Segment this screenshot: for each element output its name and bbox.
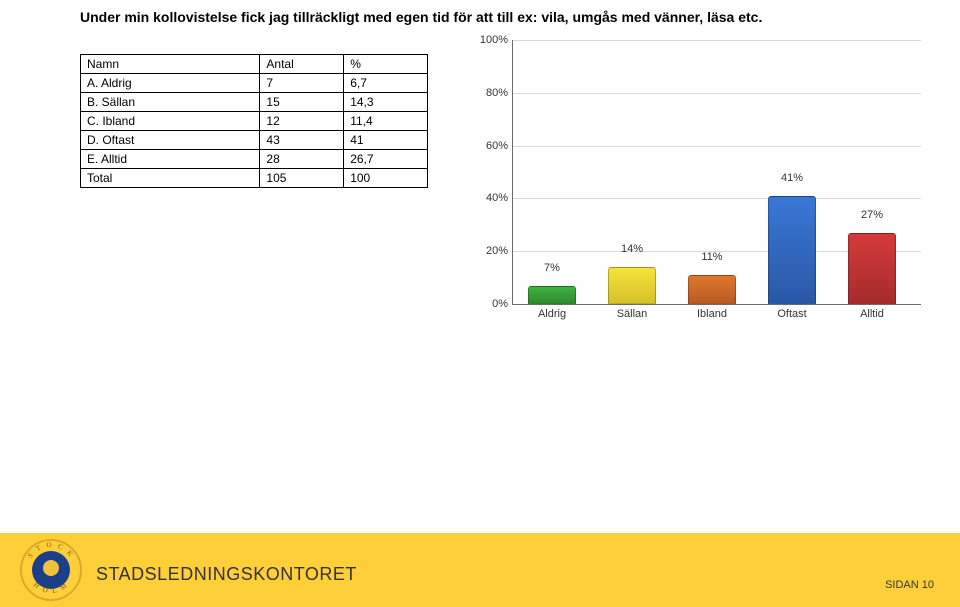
bar-chart: 7% 14% 11% 41% 27% 0% 20% 40% 60% 80% 100% Aldrig… bbox=[456, 32, 928, 342]
chart-bar-value-label: 14% bbox=[602, 243, 662, 255]
chart-bar-slot: 11% bbox=[682, 40, 742, 304]
chart-xtick-label: Aldrig bbox=[522, 308, 582, 320]
chart-ytick-label: 0% bbox=[462, 298, 508, 310]
table-cell: 11,4 bbox=[344, 112, 428, 131]
table-cell: 6,7 bbox=[344, 74, 428, 93]
table-row: B. Sällan1514,3 bbox=[81, 93, 428, 112]
table-row: D. Oftast4341 bbox=[81, 131, 428, 150]
chart-ytick-label: 20% bbox=[462, 245, 508, 257]
table-cell: 105 bbox=[260, 169, 344, 188]
table-cell: E. Alltid bbox=[81, 150, 260, 169]
chart-bar bbox=[688, 275, 736, 304]
chart-bar-slot: 14% bbox=[602, 40, 662, 304]
chart-bar-slot: 7% bbox=[522, 40, 582, 304]
chart-bar-slot: 41% bbox=[762, 40, 822, 304]
footer-org: STADSLEDNINGSKONTORET bbox=[96, 564, 357, 585]
table-cell: C. Ibland bbox=[81, 112, 260, 131]
chart-xtick-label: Sällan bbox=[602, 308, 662, 320]
table-cell: B. Sällan bbox=[81, 93, 260, 112]
table-cell: 14,3 bbox=[344, 93, 428, 112]
table-cell: 15 bbox=[260, 93, 344, 112]
table-header-cell: Antal bbox=[260, 55, 344, 74]
table-cell: 12 bbox=[260, 112, 344, 131]
chart-ytick-label: 80% bbox=[462, 87, 508, 99]
chart-bar-slot: 27% bbox=[842, 40, 902, 304]
table-cell: 7 bbox=[260, 74, 344, 93]
table-header-cell: Namn bbox=[81, 55, 260, 74]
data-table: NamnAntal%A. Aldrig76,7B. Sällan1514,3C.… bbox=[80, 54, 428, 188]
chart-bar-value-label: 11% bbox=[682, 251, 742, 263]
table-cell: 41 bbox=[344, 131, 428, 150]
page-number: SIDAN 10 bbox=[885, 579, 934, 591]
chart-xtick-label: Alltid bbox=[842, 308, 902, 320]
table-header-cell: % bbox=[344, 55, 428, 74]
chart-bar bbox=[848, 233, 896, 304]
chart-xtick-label: Oftast bbox=[762, 308, 822, 320]
chart-bar-value-label: 27% bbox=[842, 209, 902, 221]
chart-ytick-label: 40% bbox=[462, 192, 508, 204]
table-row: C. Ibland1211,4 bbox=[81, 112, 428, 131]
table-cell: Total bbox=[81, 169, 260, 188]
table-cell: 43 bbox=[260, 131, 344, 150]
chart-bar-value-label: 7% bbox=[522, 262, 582, 274]
footer: S T O C K H O L M STADSLEDNINGSKONTORET … bbox=[0, 533, 960, 607]
table-cell: 26,7 bbox=[344, 150, 428, 169]
chart-bar bbox=[608, 267, 656, 304]
page-title: Under min kollovistelse fick jag tillräc… bbox=[80, 8, 900, 27]
chart-bar-value-label: 41% bbox=[762, 172, 822, 184]
table-cell: D. Oftast bbox=[81, 131, 260, 150]
stockholm-logo: S T O C K H O L M bbox=[20, 539, 82, 601]
chart-ytick-label: 60% bbox=[462, 140, 508, 152]
chart-xtick-label: Ibland bbox=[682, 308, 742, 320]
table-row: Total105100 bbox=[81, 169, 428, 188]
chart-ytick-label: 100% bbox=[462, 34, 508, 46]
table-row: A. Aldrig76,7 bbox=[81, 74, 428, 93]
table-cell: A. Aldrig bbox=[81, 74, 260, 93]
chart-bar bbox=[768, 196, 816, 304]
chart-bars: 7% 14% 11% 41% 27% bbox=[512, 40, 920, 304]
table-row: E. Alltid2826,7 bbox=[81, 150, 428, 169]
table-cell: 100 bbox=[344, 169, 428, 188]
chart-bar bbox=[528, 286, 576, 304]
table-cell: 28 bbox=[260, 150, 344, 169]
